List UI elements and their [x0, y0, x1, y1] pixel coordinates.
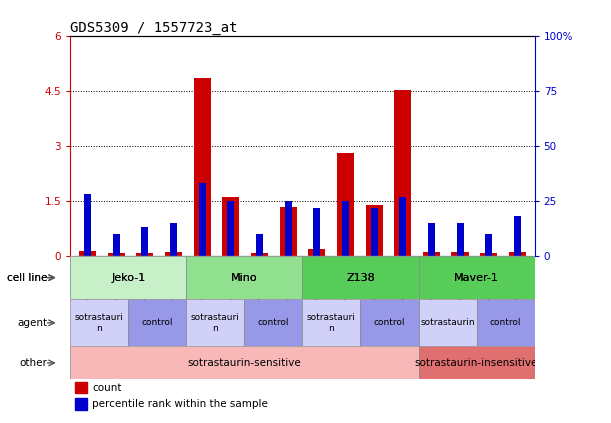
Bar [172, 256, 201, 299]
Text: sotrastauri
n: sotrastauri n [191, 313, 240, 332]
Bar [199, 184, 206, 256]
Bar [112, 234, 120, 256]
Bar [56, 256, 85, 299]
Bar [308, 250, 326, 256]
Bar [419, 256, 535, 299]
Bar [370, 208, 378, 256]
Text: control: control [258, 319, 289, 327]
Text: Maver-1: Maver-1 [454, 273, 499, 283]
Bar [85, 256, 114, 299]
Bar [419, 346, 535, 379]
Text: sotrastaurin: sotrastaurin [420, 319, 475, 327]
Bar [70, 299, 128, 346]
Bar [302, 256, 419, 299]
Bar [230, 256, 259, 299]
Bar [342, 201, 349, 256]
Text: sotrastauri
n: sotrastauri n [75, 313, 123, 332]
Bar [75, 382, 87, 393]
Bar [70, 256, 186, 299]
Bar [201, 256, 230, 299]
Bar [480, 253, 497, 256]
Bar [136, 253, 153, 256]
Text: Z138: Z138 [346, 273, 375, 283]
Bar [170, 223, 177, 256]
Text: agent: agent [17, 318, 47, 328]
Text: control: control [374, 319, 405, 327]
Bar [227, 201, 235, 256]
Text: Mino: Mino [231, 273, 258, 283]
Text: Z138: Z138 [346, 273, 375, 283]
Bar [244, 299, 302, 346]
Bar [108, 253, 125, 256]
Bar [428, 223, 435, 256]
Bar [186, 256, 302, 299]
Bar [84, 195, 91, 256]
Bar [186, 299, 244, 346]
Bar [419, 256, 535, 299]
Bar [317, 256, 346, 299]
Bar [313, 208, 320, 256]
Text: control: control [142, 319, 173, 327]
Bar [477, 299, 535, 346]
Bar [514, 217, 521, 256]
Text: cell line: cell line [7, 273, 47, 283]
Text: Jeko-1: Jeko-1 [111, 273, 145, 283]
Bar [114, 256, 143, 299]
Text: percentile rank within the sample: percentile rank within the sample [92, 399, 268, 409]
Text: other: other [19, 358, 47, 368]
Text: count: count [92, 383, 122, 393]
Bar [143, 256, 172, 299]
Text: Maver-1: Maver-1 [454, 273, 499, 283]
Bar [279, 206, 297, 256]
Bar [423, 252, 440, 256]
Bar [194, 78, 211, 256]
Bar [509, 252, 526, 256]
Bar [462, 256, 491, 299]
Bar [399, 197, 406, 256]
Bar [346, 256, 375, 299]
Bar [256, 234, 263, 256]
Bar [419, 299, 477, 346]
Text: cell line: cell line [7, 273, 47, 283]
Bar [186, 256, 302, 299]
Bar [394, 90, 411, 256]
Bar [165, 253, 182, 256]
Bar [288, 256, 317, 299]
Bar [141, 228, 148, 256]
Bar [302, 299, 360, 346]
Bar [70, 256, 186, 299]
Text: Mino: Mino [231, 273, 258, 283]
Bar [375, 256, 404, 299]
Text: control: control [490, 319, 521, 327]
Bar [452, 252, 469, 256]
Bar [302, 256, 419, 299]
Bar [75, 398, 87, 410]
Bar [491, 256, 520, 299]
Bar [433, 256, 462, 299]
Bar [128, 299, 186, 346]
Text: GDS5309 / 1557723_at: GDS5309 / 1557723_at [70, 21, 238, 35]
Bar [337, 153, 354, 256]
Bar [251, 253, 268, 256]
Bar [70, 346, 419, 379]
Bar [285, 201, 291, 256]
Bar [222, 197, 240, 256]
Text: sotrastaurin-sensitive: sotrastaurin-sensitive [188, 358, 301, 368]
Bar [456, 223, 464, 256]
Bar [259, 256, 288, 299]
Bar [404, 256, 433, 299]
Bar [485, 234, 492, 256]
Text: Jeko-1: Jeko-1 [111, 273, 145, 283]
Bar [360, 299, 419, 346]
Text: sotrastaurin-insensitive: sotrastaurin-insensitive [415, 358, 538, 368]
Text: sotrastauri
n: sotrastauri n [307, 313, 356, 332]
Bar [79, 251, 96, 256]
Bar [365, 205, 382, 256]
